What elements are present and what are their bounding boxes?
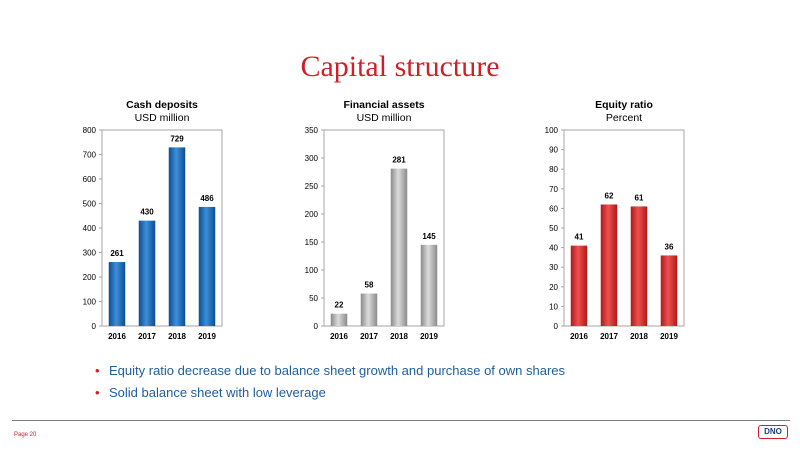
y-tick-label: 40	[549, 244, 558, 253]
bullet-list: • Equity ratio decrease due to balance sh…	[95, 363, 565, 407]
bullet-item: • Equity ratio decrease due to balance sh…	[95, 363, 565, 378]
bullet-item: • Solid balance sheet with low leverage	[95, 385, 565, 400]
bar-value-label: 58	[365, 281, 374, 290]
y-tick-label: 50	[549, 224, 558, 233]
y-tick-label: 700	[83, 151, 97, 160]
y-tick-label: 300	[305, 154, 319, 163]
bar	[168, 147, 186, 326]
bullet-marker: •	[95, 363, 100, 378]
y-tick-label: 100	[545, 126, 559, 135]
x-tick-label: 2019	[420, 332, 438, 341]
bar-value-label: 281	[392, 156, 406, 165]
chart-title: Financial assets	[343, 99, 424, 111]
chart-subtitle: USD million	[357, 112, 412, 124]
bullet-text: Equity ratio decrease due to balance she…	[109, 363, 566, 378]
x-tick-label: 2019	[198, 332, 216, 341]
y-tick-label: 150	[305, 238, 319, 247]
y-tick-label: 80	[549, 165, 558, 174]
bar	[108, 262, 126, 326]
chart-cash-deposits: Cash deposits USD million 0 100 200 300 400 500…	[78, 96, 238, 351]
x-tick-label: 2016	[108, 332, 126, 341]
y-tick-label: 0	[554, 322, 559, 331]
y-tick-label: 70	[549, 185, 558, 194]
bar	[570, 245, 588, 326]
bar	[660, 255, 678, 326]
y-tick-label: 30	[549, 263, 558, 272]
chart-title: Equity ratio	[595, 99, 653, 111]
chart-subtitle: USD million	[135, 112, 190, 124]
bullet-text: Solid balance sheet with low leverage	[109, 385, 326, 400]
y-tick-label: 200	[83, 273, 97, 282]
bar	[600, 204, 618, 326]
x-tick-label: 2018	[168, 332, 186, 341]
y-tick-label: 100	[305, 266, 319, 275]
footer-divider	[12, 420, 790, 421]
bar	[198, 206, 216, 326]
bar	[630, 206, 648, 326]
bar	[420, 244, 438, 326]
y-tick-label: 600	[83, 175, 97, 184]
y-tick-label: 400	[83, 224, 97, 233]
bar-value-label: 486	[200, 194, 214, 203]
y-tick-label: 200	[305, 210, 319, 219]
bar	[390, 168, 408, 326]
y-tick-label: 300	[83, 249, 97, 258]
y-tick-label: 500	[83, 200, 97, 209]
bar-value-label: 36	[665, 242, 674, 251]
bar-value-label: 61	[635, 193, 644, 202]
chart-financial-assets: Financial assets USD million 0 50 100 150 200 2…	[300, 96, 460, 351]
x-tick-label: 2017	[600, 332, 618, 341]
y-tick-label: 100	[83, 298, 97, 307]
chart-title: Cash deposits	[126, 99, 198, 111]
bar-value-label: 41	[575, 233, 584, 242]
page-title: Capital structure	[300, 50, 500, 83]
y-tick-label: 800	[83, 126, 97, 135]
y-tick-label: 10	[549, 302, 558, 311]
bar-value-label: 430	[140, 208, 154, 217]
bar-value-label: 62	[605, 191, 614, 200]
x-tick-label: 2016	[570, 332, 588, 341]
y-tick-label: 250	[305, 182, 319, 191]
y-tick-label: 0	[92, 322, 97, 331]
bar	[138, 220, 156, 326]
y-tick-label: 90	[549, 146, 558, 155]
y-tick-label: 350	[305, 126, 319, 135]
x-tick-label: 2018	[630, 332, 648, 341]
x-tick-label: 2016	[330, 332, 348, 341]
bar	[360, 293, 378, 326]
x-tick-label: 2017	[360, 332, 378, 341]
chart-equity-ratio: Equity ratio Percent 0 10 20 30 40 50 60 70 80 90 10…	[540, 96, 700, 351]
x-tick-label: 2018	[390, 332, 408, 341]
y-tick-label: 20	[549, 283, 558, 292]
bar-value-label: 22	[335, 301, 344, 310]
bar	[330, 313, 348, 326]
bar-value-label: 261	[110, 249, 124, 258]
dno-logo: DNO	[758, 425, 788, 439]
bar-value-label: 145	[422, 232, 436, 241]
x-tick-label: 2017	[138, 332, 156, 341]
y-tick-label: 0	[314, 322, 319, 331]
x-tick-label: 2019	[660, 332, 678, 341]
y-tick-label: 50	[309, 294, 318, 303]
bar-value-label: 729	[170, 134, 184, 143]
bullet-marker: •	[95, 385, 100, 400]
y-tick-label: 60	[549, 204, 558, 213]
page-number: Page 20	[14, 432, 37, 438]
chart-subtitle: Percent	[606, 112, 642, 124]
